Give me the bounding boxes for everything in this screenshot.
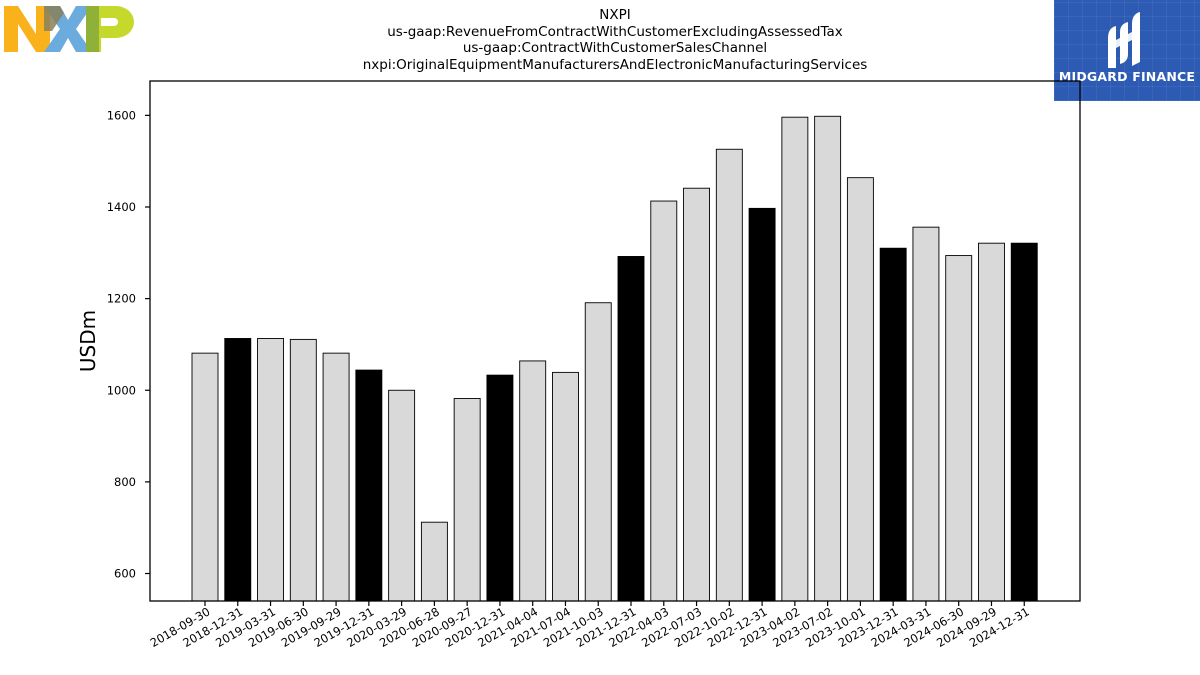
bar-2019-06-30	[289, 338, 317, 602]
chart-title: NXPI us-gaap:RevenueFromContractWithCust…	[300, 7, 930, 73]
nxp-logo	[4, 4, 140, 58]
y-tick-label-1200: 1200	[107, 292, 136, 306]
midgard-finance-logo: MIDGARD FINANCE	[1054, 0, 1200, 101]
y-axis-label: USDm	[76, 310, 100, 372]
y-tick-label-800: 800	[114, 475, 136, 489]
y-tick-label-1400: 1400	[107, 200, 136, 214]
bar-2021-10-03	[584, 302, 612, 602]
bar-2019-12-31	[355, 369, 383, 602]
bar-2022-04-03	[650, 200, 678, 602]
bar-2020-12-31	[486, 374, 514, 602]
bar-2018-09-30	[191, 352, 219, 602]
bar-2023-10-01	[846, 177, 874, 602]
y-axis: 600 800 1000 1200 1400 1600	[107, 108, 150, 581]
title-line-2: us-gaap:RevenueFromContractWithCustomerE…	[387, 23, 843, 40]
plot-frame	[149, 80, 1081, 602]
bar-2021-07-04	[552, 371, 579, 602]
bar-2024-09-29	[978, 242, 1005, 602]
bar-2022-10-02	[715, 148, 743, 602]
bar-series	[191, 115, 1038, 602]
y-tick-label-1000: 1000	[107, 383, 136, 397]
bar-2020-03-29	[388, 389, 416, 602]
bar-2019-09-29	[322, 352, 350, 602]
title-line-4: nxpi:OriginalEquipmentManufacturersAndEl…	[362, 56, 868, 73]
midgard-mark-icon	[1108, 12, 1140, 68]
bar-2024-03-31	[912, 226, 940, 602]
title-line-1: NXPI	[599, 7, 631, 23]
bar-2018-12-31	[224, 338, 252, 602]
bar-2019-03-31	[257, 338, 284, 602]
bar-2024-06-30	[945, 255, 973, 602]
y-tick-label-600: 600	[114, 567, 136, 581]
title-line-3: us-gaap:ContractWithCustomerSalesChannel	[462, 40, 768, 56]
bar-2024-12-31	[1010, 242, 1038, 602]
y-tick-label-1600: 1600	[107, 108, 136, 122]
bar-2022-12-31	[748, 207, 776, 602]
bar-2023-12-31	[879, 247, 907, 602]
bar-2022-07-03	[683, 187, 710, 602]
bar-2023-07-02	[814, 115, 842, 602]
bar-2023-04-02	[781, 116, 809, 602]
bar-2020-06-28	[420, 521, 448, 602]
bar-2020-09-27	[453, 398, 481, 602]
x-axis: 2018-09-302018-12-312019-03-312019-06-30…	[148, 601, 1032, 650]
bar-2021-04-04	[519, 360, 547, 602]
midgard-finance-text: MIDGARD FINANCE	[1058, 69, 1196, 84]
bar-2021-12-31	[617, 256, 645, 602]
